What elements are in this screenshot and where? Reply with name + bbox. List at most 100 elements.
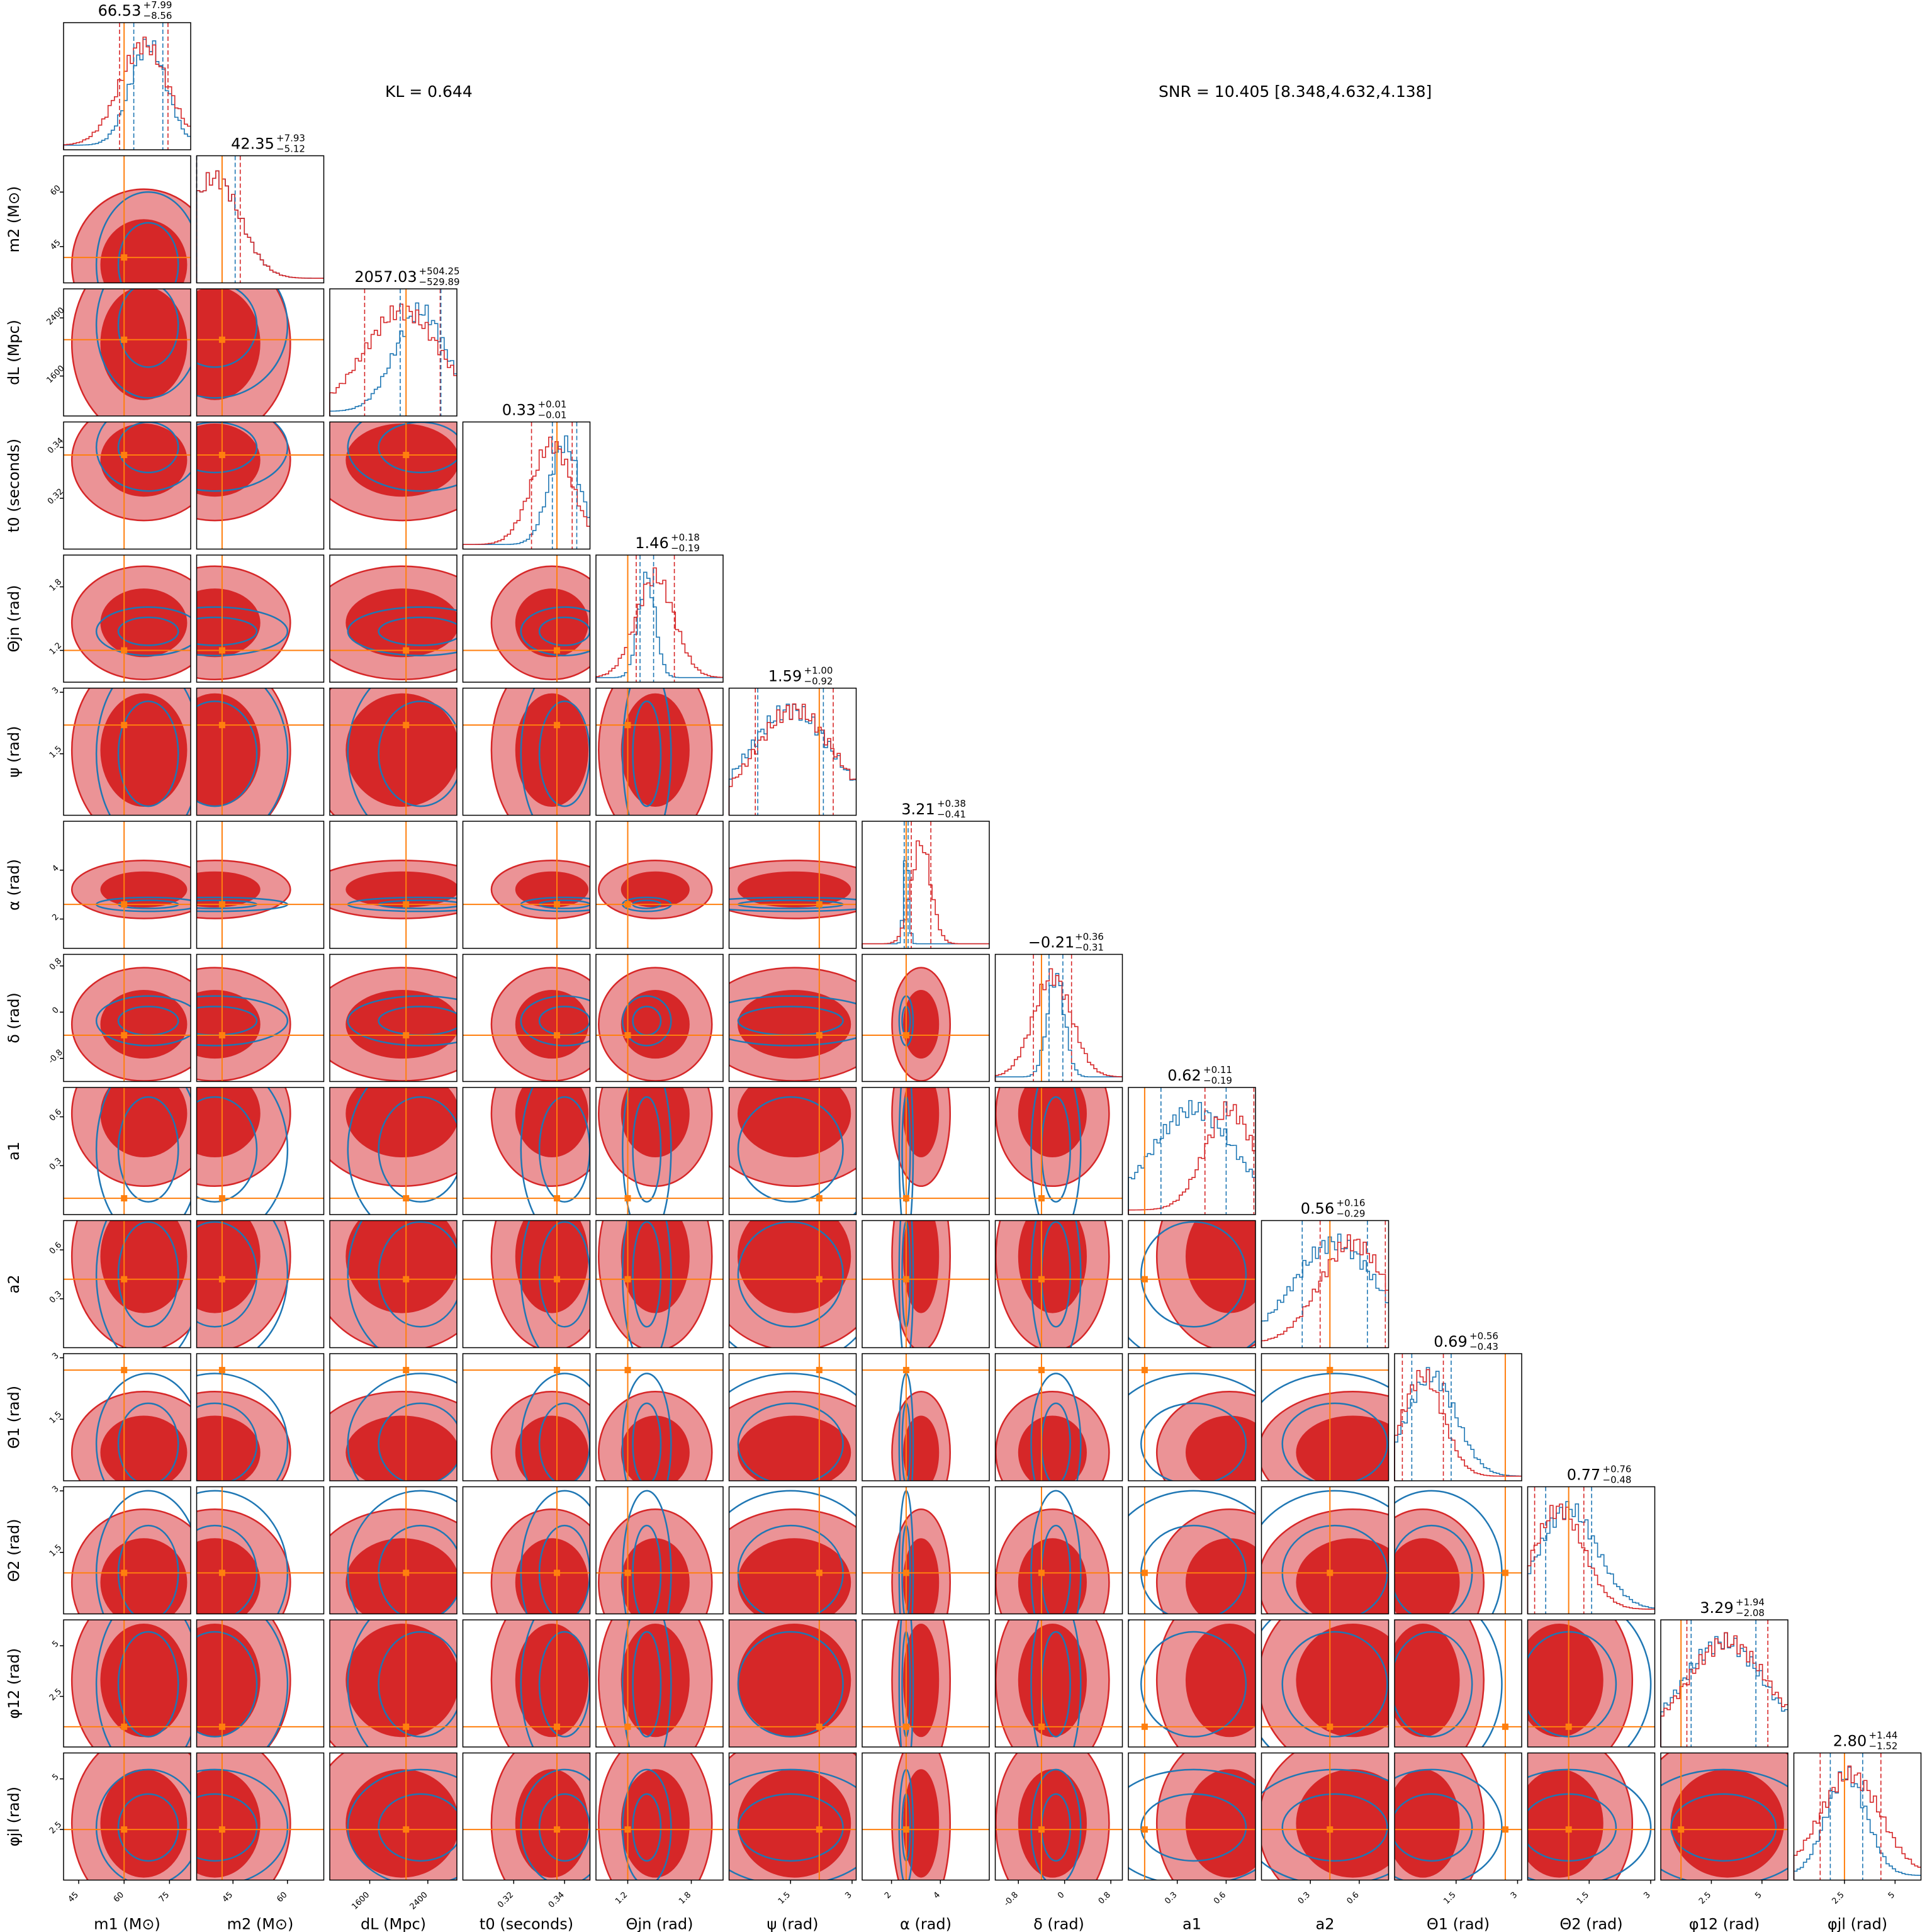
contour-group bbox=[463, 1087, 590, 1215]
contour-panel-6-1 bbox=[196, 821, 325, 949]
contour-panel-9-6 bbox=[862, 1220, 990, 1349]
contour-group bbox=[729, 954, 856, 1082]
contour-inner-1 bbox=[100, 1087, 188, 1158]
panel-frame bbox=[462, 1486, 591, 1615]
panel-frame bbox=[728, 1087, 857, 1215]
summary-title: 1.46 bbox=[635, 534, 668, 552]
contour-outer-2 bbox=[347, 1220, 379, 1348]
truth-marker bbox=[1565, 1826, 1572, 1833]
contour-panel-8-2 bbox=[329, 1087, 458, 1215]
contour-panel-8-5 bbox=[728, 1087, 857, 1215]
contour-group bbox=[196, 1354, 324, 1481]
x-tick-label: 0.6 bbox=[1212, 1890, 1228, 1906]
x-tick-label: 2.5 bbox=[1831, 1890, 1846, 1906]
contour-inner-1 bbox=[621, 990, 690, 1059]
truth-marker bbox=[121, 1826, 128, 1833]
panel-frame bbox=[1128, 1220, 1256, 1349]
contour-panel-12-1 bbox=[196, 1619, 325, 1748]
truth-marker bbox=[553, 1276, 560, 1283]
contour-group bbox=[64, 1620, 191, 1747]
truth-marker bbox=[902, 1276, 909, 1283]
contour-outer-2 bbox=[520, 688, 536, 816]
contour-panel-8-4 bbox=[595, 1087, 724, 1215]
summary-plus: +0.11 bbox=[1203, 1064, 1232, 1076]
panel-frame bbox=[1660, 1752, 1789, 1881]
truth-marker bbox=[1038, 1367, 1045, 1374]
y-axis-label: Θ1 (rad) bbox=[5, 1386, 23, 1449]
contour-inner-2 bbox=[117, 616, 179, 646]
panel-frame bbox=[595, 1353, 724, 1481]
contour-outer-2 bbox=[1480, 1620, 1503, 1747]
contour-outer-2 bbox=[622, 995, 672, 1047]
contour-outer-2 bbox=[95, 606, 191, 656]
contour-outer-2 bbox=[729, 995, 856, 1047]
contour-inner-1 bbox=[1018, 1220, 1087, 1313]
contour-panel-7-0: -0.8 0 0.8 δ (rad) bbox=[5, 953, 191, 1082]
histogram-posterior-1 bbox=[1793, 1765, 1921, 1880]
contour-group bbox=[596, 821, 723, 948]
contour-inner-1 bbox=[100, 588, 188, 658]
contour-inner-2 bbox=[632, 1402, 662, 1481]
truth-marker bbox=[121, 1570, 128, 1576]
hist-panel-13: 2.80 +1.44−1.52 2.5 5 φjl (rad) bbox=[1793, 1730, 1922, 1932]
panel-frame bbox=[1261, 1220, 1390, 1349]
contour-outer-2 bbox=[520, 995, 590, 1047]
panel-frame bbox=[595, 953, 724, 1082]
contour-group bbox=[1395, 1620, 1522, 1747]
contour-panel-13-11: 1.5 3 Θ2 (rad) bbox=[1527, 1752, 1656, 1932]
contour-panel-2-1 bbox=[196, 288, 325, 417]
contour-inner-1 bbox=[100, 693, 188, 807]
x-tick-label: 0.6 bbox=[1345, 1890, 1361, 1906]
contour-inner-1 bbox=[903, 990, 940, 1059]
contour-panel-9-4 bbox=[595, 1220, 724, 1349]
histogram-posterior-2 bbox=[329, 302, 457, 416]
contour-outer-2 bbox=[1030, 1373, 1082, 1481]
histogram-posterior-1 bbox=[862, 840, 989, 948]
x-tick-label: 2 bbox=[883, 1890, 893, 1901]
contour-outer-2 bbox=[95, 688, 191, 816]
truth-marker bbox=[1141, 1367, 1148, 1374]
contour-inner-1 bbox=[196, 1220, 261, 1313]
contour-panel-9-7 bbox=[994, 1220, 1123, 1349]
summary-title: 2.80 bbox=[1833, 1733, 1867, 1750]
contour-inner-1 bbox=[345, 1415, 457, 1481]
contour-inner-1 bbox=[1296, 1769, 1389, 1878]
truth-marker bbox=[218, 722, 225, 729]
panel-frame bbox=[462, 1619, 591, 1748]
contour-outer-2 bbox=[898, 1087, 914, 1215]
truth-marker bbox=[403, 722, 410, 729]
y-tick-label: 1.5 bbox=[48, 744, 64, 760]
contour-outer-2 bbox=[264, 688, 289, 816]
panel-frame bbox=[63, 1220, 191, 1349]
panel-frame bbox=[63, 687, 191, 816]
x-tick-label: 1600 bbox=[350, 1890, 371, 1912]
panel-frame bbox=[63, 1353, 191, 1481]
contour-group bbox=[995, 1620, 1123, 1747]
y-tick-label: 1.2 bbox=[48, 641, 64, 656]
truth-marker bbox=[624, 1723, 631, 1730]
truth-marker bbox=[403, 1570, 410, 1576]
contour-outer-2 bbox=[347, 1373, 457, 1481]
truth-marker bbox=[902, 1723, 909, 1730]
contour-group bbox=[463, 555, 590, 682]
histogram-posterior-1 bbox=[1394, 1369, 1522, 1481]
panel-frame bbox=[1128, 1353, 1256, 1481]
contour-inner-1 bbox=[738, 1220, 851, 1313]
contour-group bbox=[1128, 1620, 1255, 1747]
contour-inner-1 bbox=[621, 1624, 690, 1738]
contour-group bbox=[862, 1220, 989, 1348]
panel-frame bbox=[329, 687, 458, 816]
contour-group bbox=[1527, 1620, 1655, 1747]
contour-inner-1 bbox=[1185, 1769, 1255, 1878]
contour-inner-1 bbox=[1185, 1624, 1255, 1738]
truth-marker bbox=[1038, 1195, 1045, 1202]
truth-marker bbox=[902, 1570, 909, 1576]
truth-marker bbox=[218, 1367, 225, 1374]
contour-inner-2 bbox=[196, 289, 258, 368]
panel-frame bbox=[994, 1486, 1123, 1615]
contour-inner-2 bbox=[632, 700, 662, 807]
contour-panel-9-3 bbox=[462, 1220, 591, 1349]
panel-frame bbox=[196, 1486, 325, 1615]
contour-group bbox=[596, 1354, 723, 1481]
